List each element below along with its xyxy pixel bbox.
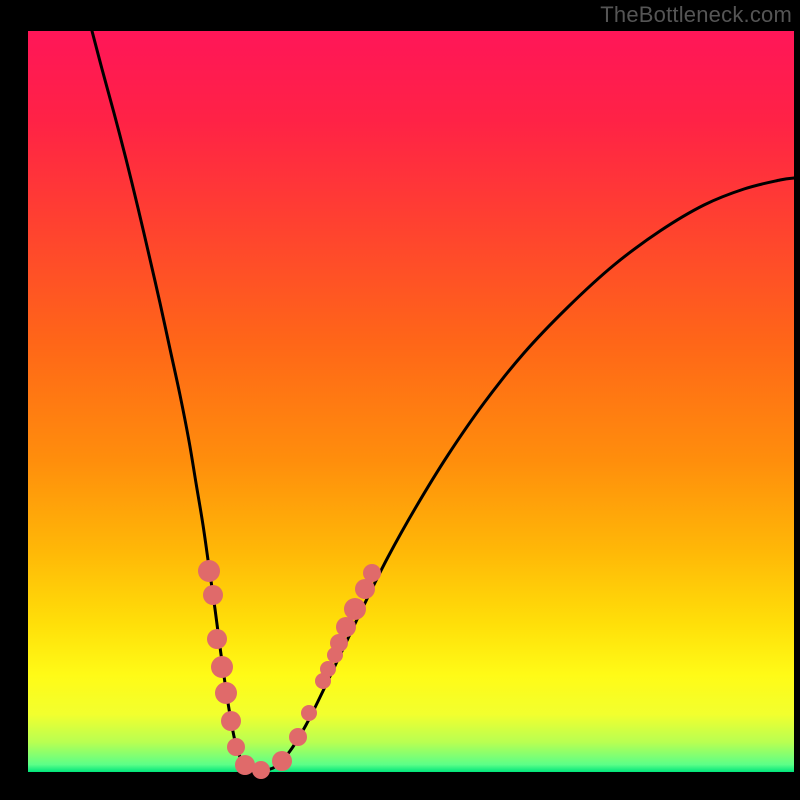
marker-dot: [211, 656, 233, 678]
marker-dot: [272, 751, 292, 771]
chart-svg: [28, 31, 794, 772]
watermark-text: TheBottleneck.com: [600, 2, 792, 28]
marker-dot: [363, 564, 381, 582]
marker-dot: [252, 761, 270, 779]
chart-frame: TheBottleneck.com: [0, 0, 800, 800]
marker-dot: [320, 661, 336, 677]
marker-dot: [235, 755, 255, 775]
curve-left: [92, 31, 259, 771]
marker-dot: [301, 705, 317, 721]
marker-dot: [207, 629, 227, 649]
markers-right: [272, 564, 381, 771]
marker-dot: [289, 728, 307, 746]
curve-right: [259, 178, 794, 771]
marker-dot: [203, 585, 223, 605]
marker-dot: [336, 617, 356, 637]
marker-dot: [198, 560, 220, 582]
marker-dot: [227, 738, 245, 756]
marker-dot: [215, 682, 237, 704]
marker-dot: [344, 598, 366, 620]
markers-left: [198, 560, 270, 779]
marker-dot: [221, 711, 241, 731]
